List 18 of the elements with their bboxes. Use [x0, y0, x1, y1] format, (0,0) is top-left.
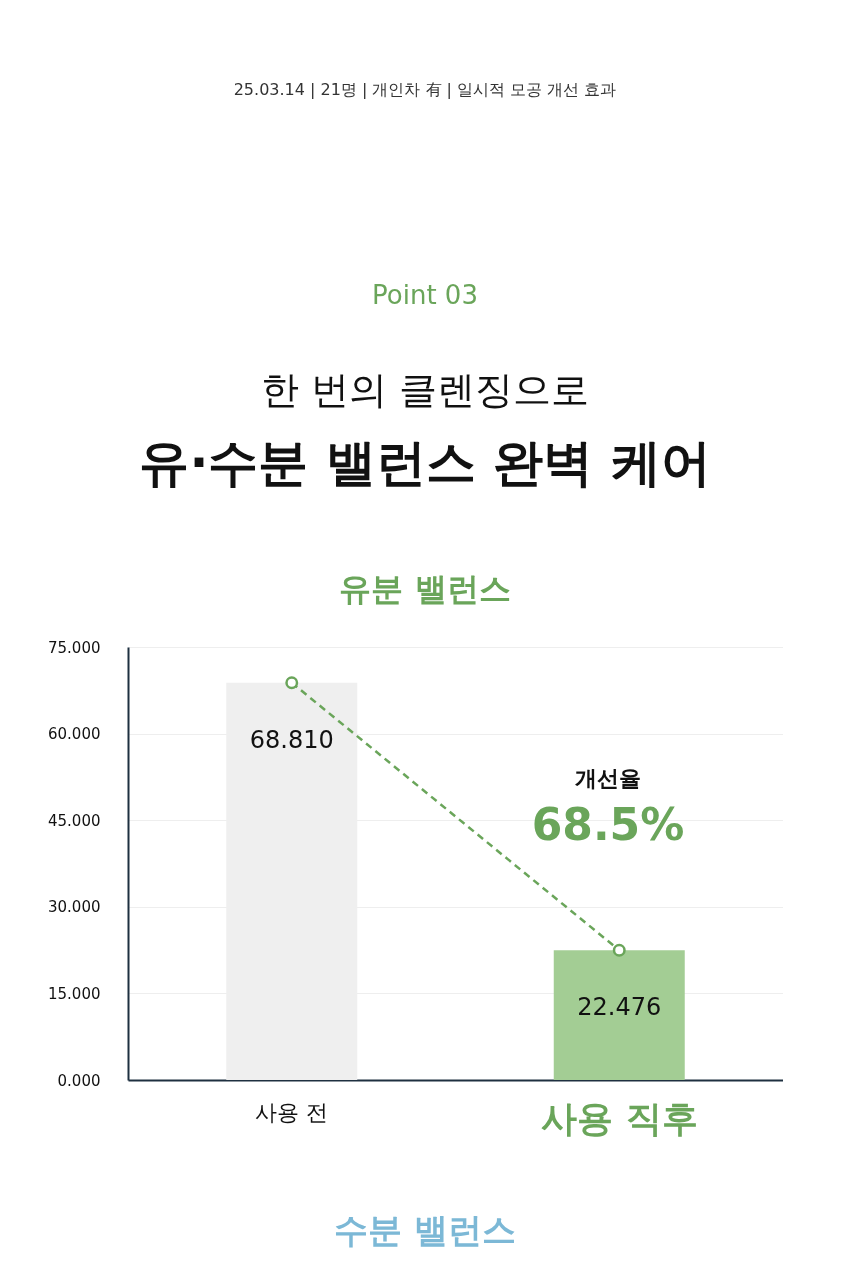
y-tick-label: 0.000	[57, 1071, 101, 1090]
x-tick-label: 사용 직후	[540, 1097, 698, 1139]
annotation: 개선율	[575, 766, 641, 791]
x-tick-label: 사용 전	[255, 1099, 329, 1125]
y-tick-label: 75.000	[48, 638, 101, 657]
text: 한 번의 클렌징으로	[260, 368, 590, 412]
data-label: 68.810	[249, 725, 334, 754]
y-tick-label: 30.000	[48, 898, 101, 917]
text: 25.03.14 | 21명 | 개인차 有 | 일시적 모공 개선 효과	[233, 80, 617, 99]
y-tick-label: 15.000	[48, 984, 101, 1003]
data-label: 22.476	[577, 993, 662, 1022]
text: 유·수분 밸런스 완벽 케어	[139, 434, 711, 492]
text: 수분 밸런스	[334, 1210, 516, 1250]
text: Point 03	[372, 280, 478, 310]
chart-title: 유분 밸런스	[339, 570, 511, 608]
y-tick-label: 60.000	[48, 725, 101, 744]
y-tick-label: 45.000	[48, 811, 101, 830]
annotation: 68.5%	[531, 799, 685, 850]
